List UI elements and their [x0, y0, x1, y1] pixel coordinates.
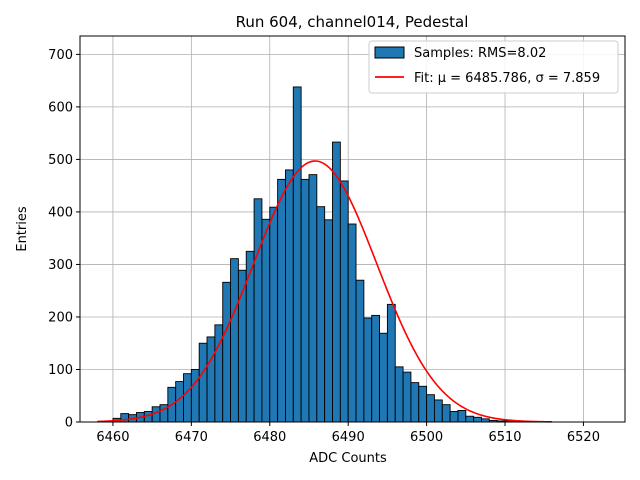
- fit-curve: [97, 160, 553, 423]
- y-tick-label: 200: [48, 310, 73, 325]
- histogram-bar: [465, 415, 475, 423]
- histogram-bar: [418, 385, 428, 423]
- histogram-bar: [300, 178, 310, 423]
- x-tick-label: 6510: [488, 430, 521, 445]
- x-tick-label: 6470: [175, 430, 208, 445]
- y-axis-label: Entries: [15, 206, 30, 252]
- legend-swatch-histogram: [374, 46, 405, 59]
- histogram-bar: [355, 279, 365, 423]
- x-axis-label: ADC Counts: [309, 451, 387, 466]
- histogram-bar: [347, 223, 357, 423]
- histogram-bar: [457, 409, 467, 423]
- y-axis-ticks: 0 100 200 300 400 500 600 700: [48, 48, 80, 431]
- histogram-bar: [245, 250, 255, 423]
- histogram-bar: [339, 180, 349, 423]
- histogram-bar: [308, 174, 318, 423]
- y-tick-label: 300: [48, 258, 73, 273]
- x-tick-label: 6480: [253, 430, 286, 445]
- histogram-bar: [426, 394, 435, 423]
- x-tick-label: 6500: [410, 430, 443, 445]
- y-tick-label: 500: [48, 153, 73, 168]
- x-tick-label: 6520: [567, 430, 600, 445]
- histogram-bar: [292, 86, 302, 423]
- histogram-bar: [183, 373, 192, 423]
- histogram-bar: [433, 399, 443, 423]
- histogram-bar: [332, 141, 341, 423]
- fit-curve-layer: [97, 160, 553, 423]
- legend: Samples: RMS=8.02 Fit: μ = 6485.786, σ =…: [368, 40, 619, 94]
- histogram-bar: [449, 411, 459, 423]
- x-tick-label: 6490: [332, 430, 365, 445]
- histogram-bar: [261, 218, 271, 423]
- histogram-bar: [324, 219, 333, 423]
- histogram-bar: [230, 258, 239, 423]
- histogram-bar: [269, 206, 279, 423]
- y-tick-label: 400: [48, 205, 73, 220]
- x-axis-ticks: 6460 6470 6480 6490 6500 6510 6520: [96, 422, 600, 445]
- y-tick-label: 700: [48, 48, 73, 63]
- y-tick-label: 100: [48, 363, 73, 378]
- plot-frame: [79, 35, 626, 423]
- histogram-bar: [316, 206, 326, 423]
- histogram-bar: [371, 314, 381, 423]
- chart-title: Run 604, channel014, Pedestal: [236, 13, 469, 31]
- histogram-bar: [402, 371, 412, 423]
- histogram-bar: [277, 178, 286, 423]
- histogram-bar: [386, 303, 396, 423]
- histogram-bar: [410, 382, 420, 423]
- legend-label-histogram: Samples: RMS=8.02: [414, 46, 546, 61]
- histogram-bar: [363, 317, 373, 423]
- histogram-bar: [379, 332, 388, 423]
- histogram-bar: [473, 416, 482, 423]
- histogram-bar: [441, 404, 451, 423]
- histogram-bar: [206, 336, 216, 423]
- legend-box: [368, 40, 619, 94]
- histogram-bar: [190, 369, 200, 423]
- x-tick-label: 6460: [96, 430, 129, 445]
- histogram-bar: [198, 342, 208, 423]
- histogram-bar: [253, 198, 263, 423]
- y-tick-label: 0: [65, 416, 73, 431]
- legend-label-fit: Fit: μ = 6485.786, σ = 7.859: [414, 71, 600, 86]
- y-tick-label: 600: [48, 100, 73, 115]
- histogram-bar: [394, 366, 404, 423]
- histogram-bar: [222, 281, 232, 423]
- histogram-bar: [285, 169, 294, 423]
